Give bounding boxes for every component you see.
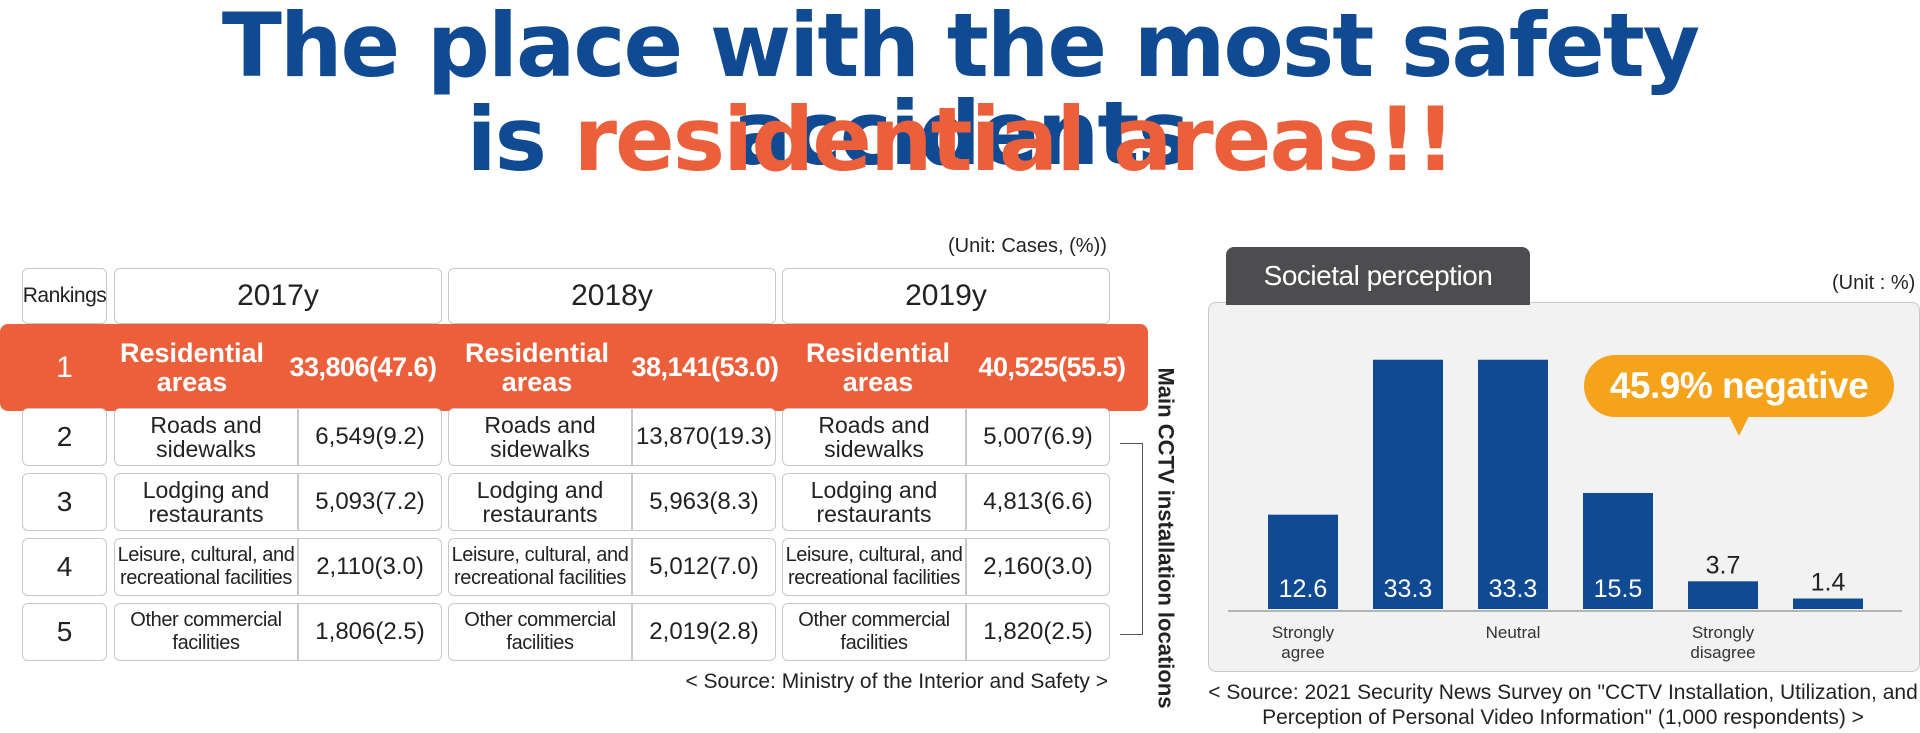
badge-pointer (1728, 414, 1750, 436)
rank-5: 5 (22, 603, 107, 661)
rank-3: 3 (22, 473, 107, 531)
year-header-2018: 2018y (448, 268, 776, 324)
row3-2018-place: Lodging and restaurants (476, 476, 604, 527)
rank1-2019-place: Residential areas (805, 338, 951, 397)
category-label-2: Neutral (1486, 623, 1541, 642)
negative-badge: 45.9% negative (1584, 355, 1894, 417)
rank1-2018-place: Residential areas (464, 338, 610, 397)
row2-2019-value: 5,007(6.9) (983, 423, 1093, 450)
row2-2019-place: Roads and sidewalks (818, 411, 930, 462)
row4-2018-cell: Leisure, cultural, and recreational faci… (448, 538, 776, 596)
row2-2019-cell: Roads and sidewalks 5,007(6.9) (782, 408, 1110, 466)
bar-3 (1583, 492, 1653, 609)
row4-2018-value: 5,012(7.0) (649, 553, 759, 580)
bar-label-3: 15.5 (1594, 575, 1643, 603)
perception-unit: (Unit : %) (1832, 272, 1916, 294)
bar-0 (1268, 514, 1338, 609)
bar-label-2: 33.3 (1489, 575, 1538, 603)
table-unit: (Unit: Cases, (%)) (948, 235, 1107, 257)
year-header-2017: 2017y (114, 268, 442, 324)
row2-2018-place: Roads and sidewalks (484, 411, 596, 462)
row2-2018-cell: Roads and sidewalks 13,870(19.3) (448, 408, 776, 466)
row4-2017-value: 2,110(3.0) (316, 553, 424, 580)
category-label-0: Strongly agree (1272, 623, 1335, 662)
row5-2018-value: 2,019(2.8) (649, 618, 759, 645)
row2-2017-cell: Roads and sidewalks 6,549(9.2) (114, 408, 442, 466)
rank1-2017-place: Residential areas (119, 338, 265, 397)
bar-label-5: 1.4 (1811, 569, 1846, 597)
row5-2017-place: Other commercial facilities (130, 609, 282, 654)
rank-1: 1 (56, 350, 73, 384)
row4-2017-place: Leisure, cultural, and recreational faci… (117, 544, 295, 589)
category-label-4: Strongly disagree (1690, 623, 1755, 662)
row3-2017-place: Lodging and restaurants (142, 476, 270, 527)
row5-2018-place: Other commercial facilities (464, 609, 616, 654)
row3-2018-cell: Lodging and restaurants 5,963(8.3) (448, 473, 776, 531)
headline-prefix: is (466, 88, 574, 191)
rank-header: Rankings (22, 268, 107, 324)
bar-1 (1373, 359, 1443, 609)
row4-2017-cell: Leisure, cultural, and recreational faci… (114, 538, 442, 596)
row5-2019-cell: Other commercial facilities 1,820(2.5) (782, 603, 1110, 661)
row4-2019-value: 2,160(3.0) (983, 553, 1093, 580)
row5-2017-cell: Other commercial facilities 1,806(2.5) (114, 603, 442, 661)
cctv-bracket (1120, 443, 1143, 635)
row4-2019-place: Leisure, cultural, and recreational faci… (785, 544, 963, 589)
rank1-2019-value: 40,525(55.5) (978, 352, 1126, 382)
rank-2: 2 (22, 408, 107, 466)
row3-2017-cell: Lodging and restaurants 5,093(7.2) (114, 473, 442, 531)
rank1-highlight-band (0, 324, 1148, 411)
rank-4: 4 (22, 538, 107, 596)
headline-line1: The place with the most safety accidents (221, 0, 1700, 185)
table-source: < Source: Ministry of the Interior and S… (685, 670, 1108, 693)
row4-2018-place: Leisure, cultural, and recreational faci… (451, 544, 629, 589)
row3-2019-value: 4,813(6.6) (983, 488, 1093, 515)
bar-4 (1688, 581, 1758, 609)
bar-label-1: 33.3 (1384, 575, 1433, 603)
row2-2018-value: 13,870(19.3) (635, 423, 773, 450)
rank1-2018-value: 38,141(53.0) (631, 352, 779, 382)
rank1-2017-value: 33,806(47.6) (289, 352, 437, 382)
bar-label-0: 12.6 (1279, 575, 1328, 603)
row3-2019-place: Lodging and restaurants (810, 476, 938, 527)
headline-highlight: residential areas!! (573, 88, 1456, 191)
row5-2019-place: Other commercial facilities (798, 609, 950, 654)
year-header-2019: 2019y (782, 268, 1110, 324)
row5-2019-value: 1,820(2.5) (983, 618, 1093, 645)
headline-line2: is residential areas!! (0, 96, 1920, 184)
row5-2017-value: 1,806(2.5) (315, 618, 425, 645)
bar-2 (1478, 359, 1548, 609)
row5-2018-cell: Other commercial facilities 2,019(2.8) (448, 603, 776, 661)
row2-2017-place: Roads and sidewalks (150, 411, 262, 462)
row2-2017-value: 6,549(9.2) (315, 423, 425, 450)
bar-label-4: 3.7 (1706, 551, 1741, 579)
row3-2019-cell: Lodging and restaurants 4,813(6.6) (782, 473, 1110, 531)
bar-5 (1793, 598, 1863, 609)
perception-tab: Societal perception (1226, 247, 1530, 305)
row4-2019-cell: Leisure, cultural, and recreational faci… (782, 538, 1110, 596)
row3-2018-value: 5,963(8.3) (649, 488, 759, 515)
perception-source: < Source: 2021 Security News Survey on "… (1208, 681, 1918, 730)
row3-2017-value: 5,093(7.2) (315, 488, 425, 515)
